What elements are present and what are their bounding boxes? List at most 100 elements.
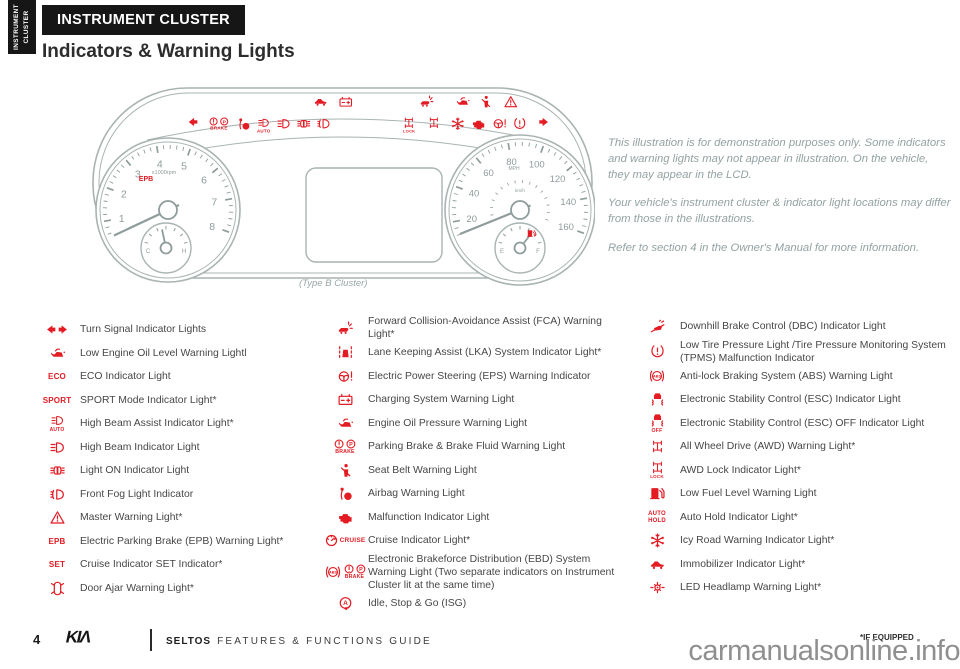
svg-text:80: 80	[506, 157, 517, 168]
svg-text:1: 1	[119, 213, 125, 225]
svg-text:H: H	[182, 249, 186, 255]
legend-label: Seat Belt Warning Light	[368, 464, 477, 476]
svg-text:P: P	[223, 119, 227, 125]
brake-warning-icon: P BRAKE	[209, 117, 229, 132]
fog-light-icon	[317, 117, 331, 131]
svg-text:2: 2	[121, 189, 127, 201]
svg-text:120: 120	[550, 174, 566, 185]
engine-icon	[330, 510, 360, 525]
doc-title-model: SELTOS	[166, 636, 212, 647]
legend-label: Downhill Brake Control (DBC) Indicator L…	[680, 321, 886, 333]
side-tab: INSTRUMENT CLUSTER	[8, 0, 36, 54]
oil-can-icon	[330, 416, 360, 431]
legend-item: AUTO High Beam Assist Indicator Light*	[42, 412, 294, 436]
kia-logo: KIΛ	[58, 627, 116, 651]
legend-label: Low Engine Oil Level Warning Lightl	[80, 347, 247, 359]
legend-label: LED Headlamp Warning Light*	[680, 582, 822, 594]
lights-on-icon	[297, 117, 311, 131]
high-beam-auto-icon: AUTO	[257, 117, 270, 134]
tpms-icon	[642, 344, 672, 359]
note-paragraph: Your vehicle's instrument cluster & indi…	[608, 197, 951, 226]
svg-text:7: 7	[211, 196, 217, 208]
legend-item: Immobilizer Indicator Light*	[642, 553, 954, 577]
legend-item: LED Headlamp Warning Light*	[642, 576, 954, 600]
ebd-icon: ABS P BRAKE	[325, 564, 365, 580]
high-beam-icon	[277, 117, 291, 131]
lka-icon	[330, 345, 360, 360]
svg-text:C: C	[146, 249, 151, 255]
svg-text:MPH: MPH	[508, 166, 520, 172]
legend-item: ECO ECO Indicator Light	[42, 365, 294, 389]
legend-item: SET Cruise Indicator SET Indicator*	[42, 553, 294, 577]
svg-text:20: 20	[466, 214, 477, 225]
legend-label: ECO Indicator Light	[80, 371, 171, 383]
legend-item: Master Warning Light*	[42, 506, 294, 530]
legend-item: Forward Collision-Avoidance Assist (FCA)…	[330, 315, 630, 341]
legend-label: High Beam Assist Indicator Light*	[80, 418, 234, 430]
svg-text:60: 60	[483, 168, 494, 179]
high-beam-auto-icon: AUTO	[42, 414, 72, 433]
legend-item: P BRAKE Parking Brake & Brake Fluid Warnin…	[330, 435, 630, 459]
legend-label: SPORT Mode Indicator Light*	[80, 394, 217, 406]
doc-title-rest: FEATURES & FUNCTIONS GUIDE	[217, 636, 432, 647]
airbag-icon	[330, 486, 360, 501]
legend-label: Icy Road Warning Indicator Light*	[680, 535, 835, 547]
svg-text:P: P	[349, 442, 353, 448]
legend-label: Idle, Stop & Go (ISG)	[368, 597, 467, 609]
legend-item: SPORT SPORT Mode Indicator Light*	[42, 389, 294, 413]
legend-item: High Beam Indicator Light	[42, 436, 294, 460]
doc-title: SELTOS FEATURES & FUNCTIONS GUIDE	[166, 636, 432, 647]
legend-item: Door Ajar Warning Light*	[42, 577, 294, 601]
legend-label: Front Fog Light Indicator	[80, 488, 194, 500]
legend-label: Cruise Indicator SET Indicator*	[80, 559, 223, 571]
legend-item: Electronic Stability Control (ESC) Indic…	[642, 388, 954, 412]
legend-label: Lane Keeping Assist (LKA) System Indicat…	[368, 347, 602, 359]
awd-icon	[642, 440, 672, 453]
legend-label: Door Ajar Warning Light*	[80, 582, 194, 594]
isg-icon: A	[330, 596, 360, 611]
legend-item: Engine Oil Pressure Warning Light	[330, 412, 630, 436]
legend-item: Front Fog Light Indicator	[42, 483, 294, 507]
legend-item: Seat Belt Warning Light	[330, 459, 630, 483]
legend-item: All Wheel Drive (AWD) Warning Light*	[642, 435, 954, 459]
legend-item: ABS P BRAKE Electronic Brakeforce Distribut…	[325, 553, 630, 592]
legend-label: Master Warning Light*	[80, 512, 183, 524]
legend-column-2: Forward Collision-Avoidance Assist (FCA)…	[325, 315, 630, 616]
svg-text:8: 8	[209, 221, 215, 233]
legend-item: Icy Road Warning Indicator Light*	[642, 529, 954, 553]
legend-item: Malfunction Indicator Light	[330, 506, 630, 530]
arrow-right-icon	[538, 117, 550, 127]
legend-item: CRUISE Cruise Indicator Light*	[325, 529, 630, 553]
svg-text:100: 100	[529, 159, 545, 170]
footer-divider	[150, 629, 152, 651]
svg-text:40: 40	[469, 189, 480, 200]
seat-belt-icon	[330, 463, 360, 478]
legend-label: All Wheel Drive (AWD) Warning Light*	[680, 441, 856, 453]
if-equipped-note: *IF EQUIPPED	[860, 633, 914, 642]
legend-label: Electronic Stability Control (ESC) OFF I…	[680, 417, 925, 429]
svg-text:6: 6	[201, 174, 207, 186]
legend-item: Electric Power Steering (EPS) Warning In…	[330, 365, 630, 389]
svg-text:F: F	[536, 249, 540, 255]
legend-label: Light ON Indicator Light	[80, 465, 190, 477]
turn-signal-icon	[42, 324, 72, 335]
arrow-left-icon	[187, 117, 199, 127]
master-warning-icon	[504, 95, 518, 109]
esc-icon	[642, 392, 672, 407]
legend-label: Charging System Warning Light	[368, 394, 515, 406]
legend-item: ABS Anti-lock Braking System (ABS) Warnin…	[642, 365, 954, 389]
legend-item: A Idle, Stop & Go (ISG)	[330, 592, 630, 616]
legend-label: Turn Signal Indicator Lights	[80, 324, 207, 336]
icy-road-icon	[451, 117, 465, 131]
legend-label: Auto Hold Indicator Light*	[680, 511, 798, 523]
cluster-caption: (Type B Cluster)	[299, 278, 368, 289]
note-paragraph: This illustration is for demonstration p…	[608, 137, 946, 181]
lights-on-icon	[42, 463, 72, 478]
icy-road-icon	[642, 533, 672, 548]
legend-item: Charging System Warning Light	[330, 388, 630, 412]
legend-item: AUTO HOLD Auto Hold Indicator Light*	[642, 506, 954, 530]
legend-label: Low Fuel Level Warning Light	[680, 488, 817, 500]
legend-item: Light ON Indicator Light	[42, 459, 294, 483]
